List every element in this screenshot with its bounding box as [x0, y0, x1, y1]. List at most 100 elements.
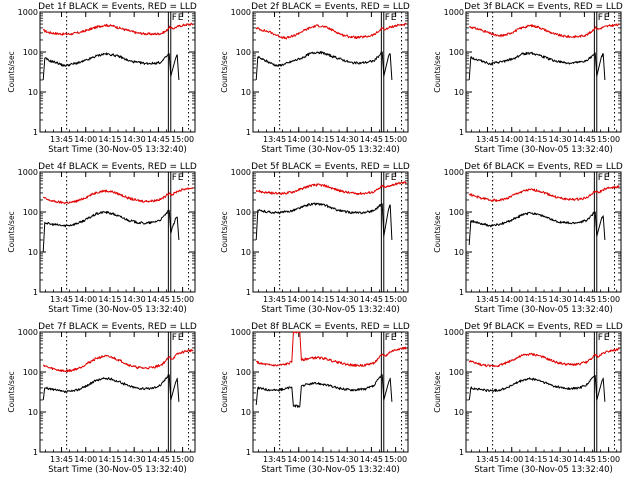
x-tick-label: 15:00: [384, 455, 407, 464]
x-tick-label: 14:30: [123, 295, 146, 304]
plot-frame: [465, 171, 622, 293]
plot-frame: [252, 331, 409, 453]
y-tick-label: 100: [449, 48, 464, 57]
y-tick-label: 1: [33, 448, 38, 457]
x-tick-label: 14:30: [123, 455, 146, 464]
detector-panel-3: Det 3f BLACK = Events, RED = LLD 1 10 100 10…: [433, 2, 623, 155]
lld-series-line: [255, 22, 407, 40]
y-tick-label: 10: [241, 248, 251, 257]
x-tick-label: 15:00: [597, 455, 620, 464]
y-tick-label: 1: [246, 288, 251, 297]
plot-frame: [39, 171, 196, 293]
detector-panel-5: Det 5f BLACK = Events, RED = LLD 1 10 100 10…: [220, 162, 410, 315]
lld-series-line: [43, 349, 194, 373]
flag-f-label: F: [598, 13, 603, 23]
panel-title: Det 3f BLACK = Events, RED = LLD: [464, 2, 623, 12]
events-series-line: [468, 374, 606, 402]
y-axis-label: Counts/sec: [7, 371, 16, 412]
y-tick-label: 1000: [18, 8, 38, 17]
detector-panel-4: Det 4f BLACK = Events, RED = LLD 1 10 100 10…: [7, 162, 197, 315]
y-tick-label: 100: [23, 48, 38, 57]
flag-f-label: F: [385, 333, 390, 343]
x-tick-label: 14:30: [336, 135, 359, 144]
x-tick-label: 13:45: [263, 455, 286, 464]
flag-f-label: F: [172, 173, 177, 183]
y-tick-label: 1: [33, 288, 38, 297]
y-tick-label: 100: [23, 208, 38, 217]
x-tick-label: 14:15: [524, 455, 547, 464]
y-tick-label: 10: [454, 248, 464, 257]
x-tick-label: 13:45: [476, 135, 499, 144]
y-tick-label: 1000: [18, 328, 38, 337]
flag-e-label: E: [391, 173, 397, 183]
x-tick-label: 14:00: [74, 135, 97, 144]
detector-panel-8: Det 8f BLACK = Events, RED = LLD 1 10 100 10…: [220, 322, 410, 475]
x-tick-label: 14:15: [98, 455, 121, 464]
flag-e-label: E: [604, 13, 610, 23]
y-tick-label: 10: [28, 88, 38, 97]
panel-title: Det 7f BLACK = Events, RED = LLD: [38, 322, 197, 332]
x-tick-label: 14:30: [549, 455, 572, 464]
x-tick-label: 14:45: [360, 455, 383, 464]
plot-frame: [252, 171, 409, 293]
y-axis-label: Counts/sec: [220, 371, 229, 412]
y-tick-label: 100: [449, 368, 464, 377]
flag-e-label: E: [604, 173, 610, 183]
plot-frame: [39, 331, 196, 453]
flag-f-label: F: [385, 13, 390, 23]
y-tick-label: 10: [454, 408, 464, 417]
y-axis-label: Counts/sec: [433, 51, 442, 92]
x-tick-label: 14:00: [74, 455, 97, 464]
x-tick-label: 14:15: [524, 295, 547, 304]
y-tick-label: 10: [28, 408, 38, 417]
y-axis-label: Counts/sec: [7, 211, 16, 252]
y-axis-label: Counts/sec: [433, 211, 442, 252]
x-tick-label: 13:45: [50, 455, 73, 464]
flag-f-label: F: [598, 173, 603, 183]
events-series-line: [42, 374, 180, 402]
x-tick-label: 14:15: [98, 135, 121, 144]
y-tick-label: 1000: [231, 8, 251, 17]
x-tick-label: 14:45: [573, 455, 596, 464]
x-tick-label: 15:00: [384, 135, 407, 144]
lld-series-line: [468, 347, 620, 368]
x-axis-label: Start Time (30-Nov-05 13:32:40): [261, 145, 400, 155]
y-tick-label: 1000: [231, 168, 251, 177]
x-tick-label: 14:45: [573, 295, 596, 304]
panel-title: Det 9f BLACK = Events, RED = LLD: [464, 322, 623, 332]
y-axis-label: Counts/sec: [433, 371, 442, 412]
plot-frame: [39, 11, 196, 133]
detector-panel-6: Det 6f BLACK = Events, RED = LLD 1 10 100 10…: [433, 162, 623, 315]
x-tick-label: 14:45: [147, 455, 170, 464]
events-series-line: [255, 374, 393, 408]
x-tick-label: 15:00: [171, 455, 194, 464]
panel-title: Det 1f BLACK = Events, RED = LLD: [38, 2, 197, 12]
x-tick-label: 14:00: [287, 295, 310, 304]
plot-frame: [465, 331, 622, 453]
detector-panel-7: Det 7f BLACK = Events, RED = LLD 1 10 100 10…: [7, 322, 197, 475]
flag-f-label: F: [598, 333, 603, 343]
x-tick-label: 14:00: [74, 295, 97, 304]
x-tick-label: 15:00: [384, 295, 407, 304]
lld-series-line: [469, 23, 620, 39]
x-tick-label: 14:30: [549, 295, 572, 304]
y-tick-label: 10: [241, 408, 251, 417]
y-tick-label: 1: [246, 448, 251, 457]
plot-frame: [465, 11, 622, 133]
x-tick-label: 15:00: [597, 135, 620, 144]
y-axis-label: Counts/sec: [7, 51, 16, 92]
x-tick-label: 14:15: [98, 295, 121, 304]
flag-e-label: E: [604, 333, 610, 343]
x-tick-label: 14:45: [360, 135, 383, 144]
x-tick-label: 13:45: [50, 295, 73, 304]
x-tick-label: 14:45: [573, 135, 596, 144]
flag-f-label: F: [172, 13, 177, 23]
x-tick-label: 14:30: [336, 295, 359, 304]
events-series-line: [255, 202, 393, 241]
lld-series-line: [255, 181, 407, 196]
x-axis-label: Start Time (30-Nov-05 13:32:40): [48, 145, 187, 155]
y-tick-label: 1: [459, 448, 464, 457]
x-tick-label: 14:15: [311, 135, 334, 144]
x-tick-label: 13:45: [50, 135, 73, 144]
y-tick-label: 100: [449, 208, 464, 217]
